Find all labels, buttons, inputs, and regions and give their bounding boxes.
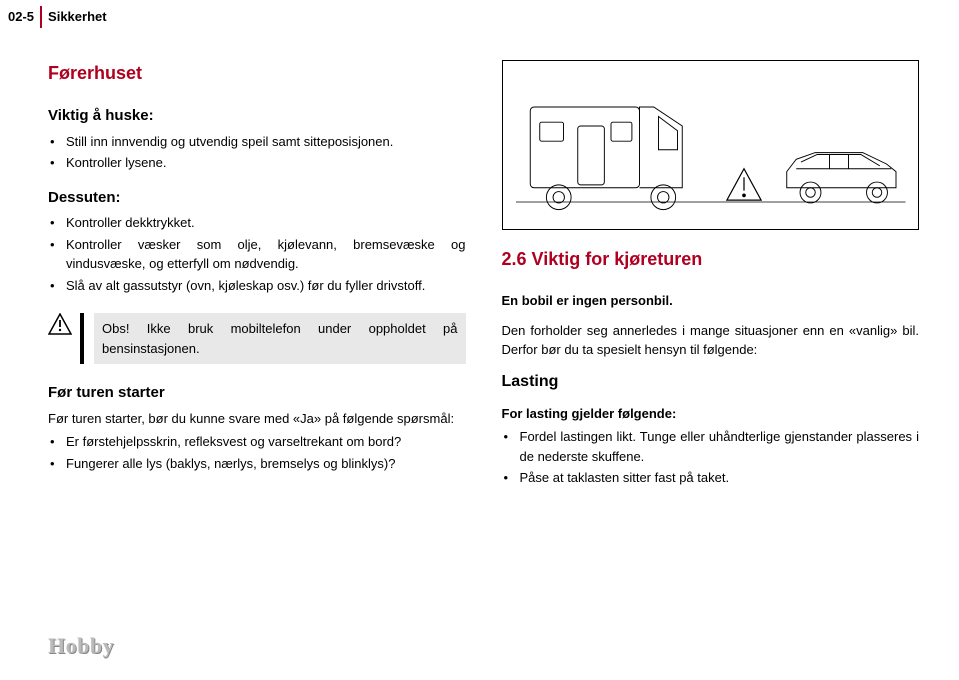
loading-rules-header-text: For lasting gjelder følgende: — [502, 406, 677, 421]
intro-paragraph: Den forholder seg annerledes i mange sit… — [502, 321, 920, 360]
chapter-title: Sikkerhet — [48, 7, 107, 27]
important-header: Viktig å huske: — [48, 105, 466, 128]
also-list: Kontroller dekktrykket. Kontroller væske… — [48, 213, 466, 295]
list-item: Er førstehjelpsskrin, refleksvest og var… — [66, 432, 466, 452]
note-bar — [80, 313, 84, 364]
intro-bold-text: En bobil er ingen personbil. — [502, 293, 673, 308]
content-columns: Førerhuset Viktig å huske: Still inn inn… — [48, 60, 919, 502]
list-item: Kontroller væsker som olje, kjølevann, b… — [66, 235, 466, 274]
warning-icon — [48, 313, 72, 335]
intro-bold: En bobil er ingen personbil. — [502, 291, 920, 311]
list-item: Slå av alt gassutstyr (ovn, kjøleskap os… — [66, 276, 466, 296]
left-title: Førerhuset — [48, 60, 466, 87]
also-header: Dessuten: — [48, 187, 466, 210]
vehicle-diagram-icon — [511, 69, 911, 221]
list-item: Påse at taklasten sitter fast på taket. — [520, 468, 920, 488]
page-number: 02-5 — [8, 7, 34, 27]
loading-list: Fordel lastingen likt. Tunge eller uhånd… — [502, 427, 920, 488]
important-list: Still inn innvendig og utvendig speil sa… — [48, 132, 466, 173]
header-divider — [40, 6, 42, 28]
right-column: 2.6 Viktig for kjøreturen En bobil er in… — [502, 60, 920, 502]
list-item: Still inn innvendig og utvendig speil sa… — [66, 132, 466, 152]
before-list: Er førstehjelpsskrin, refleksvest og var… — [48, 432, 466, 473]
list-item: Fungerer alle lys (baklys, nærlys, brems… — [66, 454, 466, 474]
before-intro: Før turen starter, bør du kunne svare me… — [48, 409, 466, 429]
page-header: 02-5 Sikkerhet — [8, 6, 107, 28]
vehicle-illustration — [502, 60, 920, 230]
brand-logo: Hobby — [48, 629, 114, 662]
before-header: Før turen starter — [48, 382, 466, 405]
list-item: Fordel lastingen likt. Tunge eller uhånd… — [520, 427, 920, 466]
loading-rules-header: For lasting gjelder følgende: — [502, 404, 920, 424]
warning-note: Obs! Ikke bruk mobiltelefon under opphol… — [48, 313, 466, 364]
list-item: Kontroller lysene. — [66, 153, 466, 173]
right-section-title: 2.6 Viktig for kjøreturen — [502, 246, 920, 273]
note-text: Obs! Ikke bruk mobiltelefon under opphol… — [94, 313, 466, 364]
left-column: Førerhuset Viktig å huske: Still inn inn… — [48, 60, 466, 502]
loading-header: Lasting — [502, 370, 920, 394]
list-item: Kontroller dekktrykket. — [66, 213, 466, 233]
